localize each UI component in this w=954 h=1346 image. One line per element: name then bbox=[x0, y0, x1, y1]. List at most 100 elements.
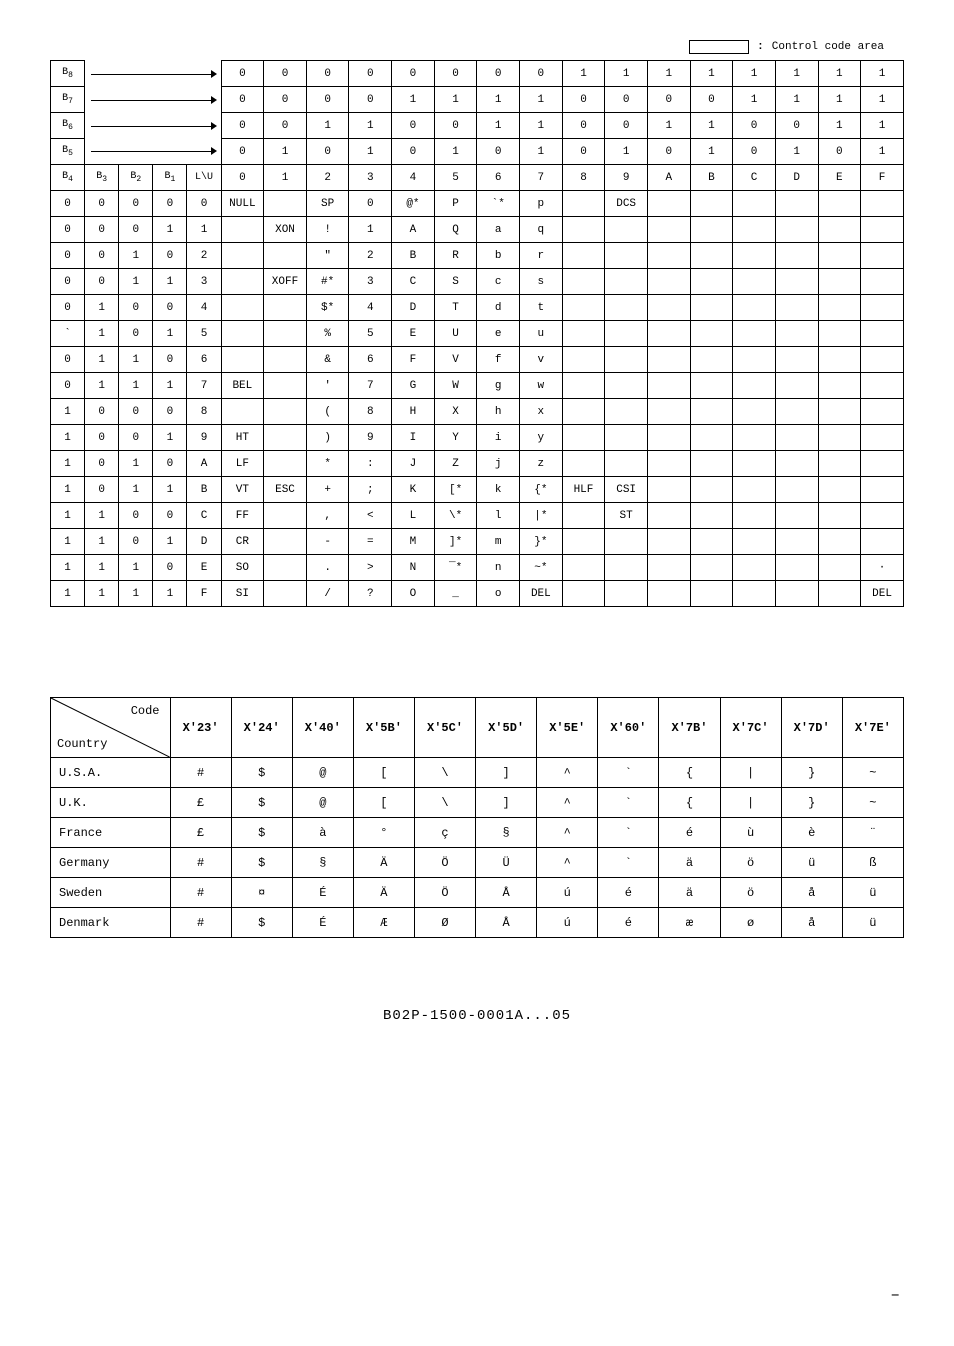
country-col-header: X'5B' bbox=[353, 698, 414, 758]
code-cell bbox=[264, 373, 307, 399]
code-cell: S bbox=[434, 269, 477, 295]
code-cell: }* bbox=[520, 529, 563, 555]
country-char-cell: ¨ bbox=[842, 818, 903, 848]
code-cell: 6 bbox=[349, 347, 392, 373]
bit-cell: 0 bbox=[392, 139, 435, 165]
bit-cell: 1 bbox=[520, 113, 563, 139]
code-cell bbox=[861, 399, 904, 425]
bit-value-cell: 0 bbox=[85, 425, 119, 451]
code-cell bbox=[690, 425, 733, 451]
country-col-header: X'40' bbox=[292, 698, 353, 758]
code-cell bbox=[690, 321, 733, 347]
bit-cell: 1 bbox=[434, 87, 477, 113]
code-cell bbox=[861, 425, 904, 451]
arrow-span bbox=[85, 139, 221, 165]
bit-value-cell: 1 bbox=[187, 217, 221, 243]
code-cell bbox=[775, 191, 818, 217]
code-cell bbox=[690, 451, 733, 477]
country-char-cell: ] bbox=[476, 788, 537, 818]
code-cell: ]* bbox=[434, 529, 477, 555]
code-cell: y bbox=[520, 425, 563, 451]
bit-value-cell: 1 bbox=[85, 503, 119, 529]
code-cell: q bbox=[520, 217, 563, 243]
hex-header-cell: 0 bbox=[221, 165, 264, 191]
bit-cell: 1 bbox=[647, 113, 690, 139]
code-cell bbox=[775, 269, 818, 295]
country-char-cell: ö bbox=[720, 848, 781, 878]
code-cell bbox=[264, 321, 307, 347]
code-cell: m bbox=[477, 529, 520, 555]
code-cell bbox=[818, 425, 861, 451]
code-cell bbox=[733, 295, 776, 321]
bit-cell: 1 bbox=[477, 113, 520, 139]
country-char-cell: é bbox=[598, 908, 659, 938]
code-cell: DEL bbox=[520, 581, 563, 607]
bit-value-cell: 1 bbox=[119, 581, 153, 607]
code-cell: \* bbox=[434, 503, 477, 529]
bit-value-cell: 0 bbox=[51, 347, 85, 373]
country-char-cell: É bbox=[292, 878, 353, 908]
code-cell bbox=[605, 555, 648, 581]
code-cell: T bbox=[434, 295, 477, 321]
country-name-cell: Germany bbox=[51, 848, 171, 878]
bit-cell: 0 bbox=[221, 87, 264, 113]
code-cell bbox=[775, 451, 818, 477]
hex-header-cell: C bbox=[733, 165, 776, 191]
code-cell: & bbox=[306, 347, 349, 373]
bit-value-cell: 1 bbox=[51, 503, 85, 529]
code-cell bbox=[647, 451, 690, 477]
bit-cell: 1 bbox=[818, 113, 861, 139]
code-cell bbox=[733, 373, 776, 399]
bit-value-cell: A bbox=[187, 451, 221, 477]
country-char-cell: | bbox=[720, 758, 781, 788]
country-char-cell: ^ bbox=[537, 818, 598, 848]
code-cell: [* bbox=[434, 477, 477, 503]
code-cell: A bbox=[392, 217, 435, 243]
code-cell bbox=[264, 529, 307, 555]
code-cell bbox=[562, 451, 605, 477]
code-cell bbox=[733, 347, 776, 373]
code-cell bbox=[647, 295, 690, 321]
code-cell bbox=[647, 347, 690, 373]
bit-value-cell: 1 bbox=[85, 321, 119, 347]
country-char-cell: £ bbox=[170, 818, 231, 848]
bit-cell: 0 bbox=[477, 61, 520, 87]
bit-value-cell: D bbox=[187, 529, 221, 555]
bit-cell: 0 bbox=[605, 87, 648, 113]
bit-value-cell: 1 bbox=[85, 555, 119, 581]
bit-value-cell: 0 bbox=[153, 191, 187, 217]
code-cell bbox=[562, 191, 605, 217]
country-char-cell: ` bbox=[598, 788, 659, 818]
code-cell bbox=[861, 451, 904, 477]
country-char-cell: ` bbox=[598, 818, 659, 848]
bit-value-cell: 0 bbox=[119, 217, 153, 243]
bit-cell: 0 bbox=[221, 139, 264, 165]
code-cell bbox=[562, 373, 605, 399]
code-cell: G bbox=[392, 373, 435, 399]
code-cell: R bbox=[434, 243, 477, 269]
code-cell bbox=[775, 555, 818, 581]
country-char-cell: Æ bbox=[353, 908, 414, 938]
bit-cell: 0 bbox=[349, 87, 392, 113]
bit-value-cell: F bbox=[187, 581, 221, 607]
code-cell bbox=[647, 321, 690, 347]
code-cell bbox=[264, 555, 307, 581]
bit-value-cell: 0 bbox=[119, 529, 153, 555]
code-cell: #* bbox=[306, 269, 349, 295]
country-name-cell: Denmark bbox=[51, 908, 171, 938]
code-cell: V bbox=[434, 347, 477, 373]
country-char-cell: ç bbox=[414, 818, 475, 848]
bit-cell: 0 bbox=[434, 113, 477, 139]
code-cell: NULL bbox=[221, 191, 264, 217]
bit-row-label: B5 bbox=[51, 139, 85, 165]
bit-cell: 1 bbox=[818, 61, 861, 87]
bit-cell: 0 bbox=[605, 113, 648, 139]
code-cell bbox=[861, 477, 904, 503]
country-char-cell: | bbox=[720, 788, 781, 818]
code-cell bbox=[605, 243, 648, 269]
bit-value-cell: 1 bbox=[51, 425, 85, 451]
bit-value-cell: 1 bbox=[51, 555, 85, 581]
bit-cell: 0 bbox=[520, 61, 563, 87]
bit-value-cell: 1 bbox=[51, 529, 85, 555]
code-cell bbox=[605, 295, 648, 321]
